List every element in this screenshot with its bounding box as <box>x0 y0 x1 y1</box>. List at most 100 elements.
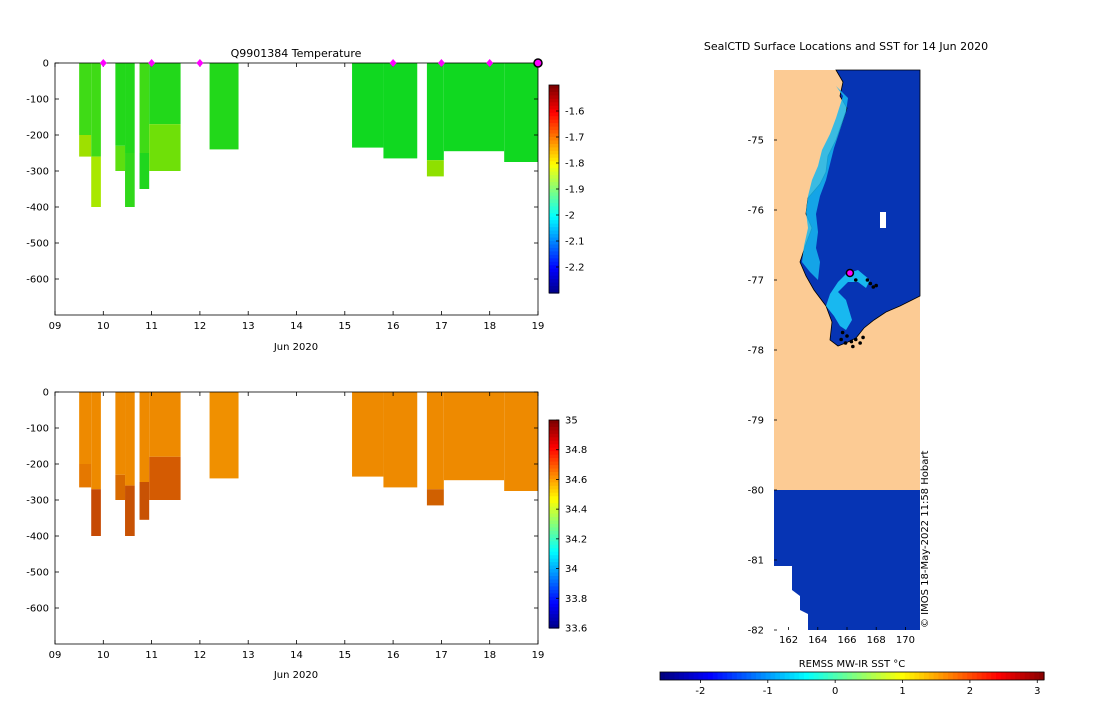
colorbar-segment <box>967 672 973 680</box>
profile-upper-cell <box>79 63 92 135</box>
track-point <box>853 278 858 282</box>
track-point <box>861 335 865 340</box>
colorbar-segment <box>717 672 723 680</box>
profile-marker <box>196 59 204 67</box>
colorbar-segment <box>549 461 559 466</box>
y-tick-label: -100 <box>26 95 49 106</box>
profile-column <box>125 392 135 536</box>
map-y-tick-label: -76 <box>748 206 764 217</box>
colorbar-segment <box>549 607 559 612</box>
profile-upper-cell <box>383 63 418 159</box>
colorbar-segment <box>549 130 559 135</box>
track-point <box>871 285 876 289</box>
colorbar-segment <box>549 161 559 166</box>
profile-upper-cell <box>125 63 135 153</box>
colorbar-tick-label: 3 <box>1034 686 1040 697</box>
profile-upper-cell <box>504 392 538 491</box>
colorbar-segment <box>986 672 992 680</box>
colorbar-tick-label: 35 <box>565 416 578 427</box>
map-sound-cyan <box>826 270 870 330</box>
profile-upper-cell <box>139 63 150 153</box>
y-tick-label: -400 <box>26 532 49 543</box>
colorbar-segment <box>549 251 559 256</box>
profile-column <box>352 392 384 477</box>
colorbar-segment <box>549 589 559 594</box>
x-tick-label: 19 <box>532 650 545 661</box>
colorbar-segment <box>549 220 559 225</box>
profile-column <box>209 63 239 150</box>
map-title: SealCTD Surface Locations and SST for 14… <box>704 40 988 53</box>
colorbar-segment <box>549 98 559 103</box>
colorbar-segment <box>549 510 559 515</box>
salinity-ticks: 09 10 11 12 13 14 15 16 17 18 19 0 -100 -200 -300 -400 -… <box>26 388 544 662</box>
colorbar-segment <box>549 119 559 124</box>
colorbar-segment <box>549 485 559 490</box>
x-tick-label: 18 <box>483 321 496 332</box>
profile-deep-cell <box>115 474 126 500</box>
profile-column <box>504 63 538 162</box>
colorbar-segment <box>549 137 559 142</box>
colorbar-segment <box>549 286 559 291</box>
x-tick-label: 09 <box>49 650 62 661</box>
x-tick-label: 14 <box>290 650 303 661</box>
track-point <box>839 337 843 342</box>
colorbar-tick-label: -2 <box>565 211 575 222</box>
colorbar-segment <box>957 672 963 680</box>
x-tick-label: 13 <box>242 650 255 661</box>
colorbar-segment <box>549 610 559 615</box>
profile-marker <box>486 59 494 67</box>
colorbar-segment <box>549 472 559 477</box>
colorbar-segment <box>549 506 559 511</box>
temperature-plot: Q9901384 Temperature 09 10 11 12 13 14 15 16 17 1… <box>26 47 584 353</box>
colorbar-segment <box>549 91 559 96</box>
colorbar-segment <box>765 672 771 680</box>
colorbar-segment <box>938 672 944 680</box>
map-y-tick-label: -81 <box>748 556 764 567</box>
x-tick-label: 17 <box>435 321 448 332</box>
colorbar-segment <box>784 672 791 680</box>
colorbar-segment <box>549 582 559 587</box>
y-tick-label: -600 <box>26 604 49 615</box>
colorbar-tick-label: -1 <box>763 686 773 697</box>
y-tick-label: 0 <box>43 59 49 70</box>
salinity-xlabel: Jun 2020 <box>273 670 318 681</box>
colorbar-segment <box>933 672 939 680</box>
y-tick-label: -300 <box>26 167 49 178</box>
colorbar-segment <box>549 492 559 497</box>
colorbar-segment <box>549 496 559 501</box>
colorbar-segment <box>549 258 559 263</box>
colorbar-segment <box>948 672 954 680</box>
colorbar-segment <box>794 672 800 680</box>
x-tick-label: 18 <box>483 650 496 661</box>
map-missing-lower <box>774 566 808 630</box>
colorbar-segment <box>549 541 559 546</box>
colorbar-segment <box>1039 672 1045 680</box>
colorbar-segment <box>549 603 559 608</box>
colorbar-segment <box>660 672 666 680</box>
map-y-tick-label: -79 <box>748 416 764 427</box>
colorbar-segment <box>1000 672 1007 680</box>
colorbar-segment <box>549 195 559 200</box>
colorbar-segment <box>708 672 714 680</box>
map-colorbar: -2 -1 0 1 2 3 <box>659 671 1045 697</box>
colorbar-frame <box>548 419 560 629</box>
x-tick-label: 10 <box>97 650 110 661</box>
colorbar-segment <box>549 102 559 107</box>
colorbar-segment <box>669 672 675 680</box>
colorbar-segment <box>549 216 559 221</box>
colorbar-segment <box>549 105 559 110</box>
colorbar-tick-label: 2 <box>967 686 973 697</box>
map-y-tick-label: -77 <box>748 276 764 287</box>
colorbar-tick-label: 1 <box>899 686 905 697</box>
x-tick-label: 14 <box>290 321 303 332</box>
profile-column <box>504 392 538 491</box>
colorbar-segment <box>549 440 559 445</box>
colorbar-segment <box>549 499 559 504</box>
profile-upper-cell <box>426 392 444 490</box>
colorbar-segment <box>924 672 930 680</box>
colorbar-segment <box>549 524 559 529</box>
colorbar-segment <box>549 234 559 239</box>
colorbar-segment <box>919 672 925 680</box>
track-point <box>853 337 858 342</box>
colorbar-segment <box>549 447 559 452</box>
